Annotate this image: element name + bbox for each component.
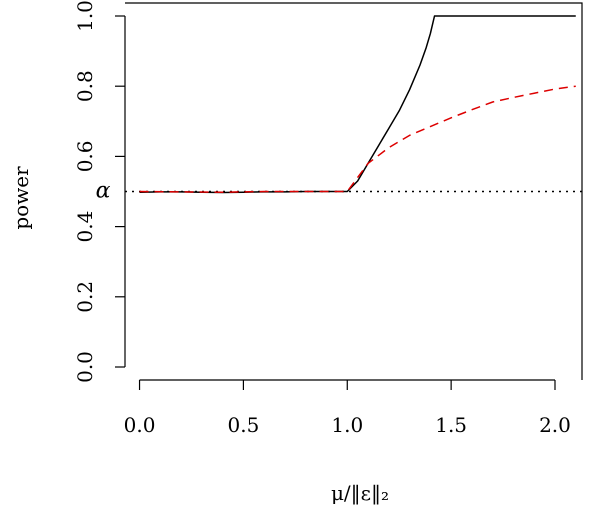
y-tick-label: 0.6	[73, 140, 97, 172]
y-tick-label: 0.2	[73, 281, 97, 313]
plot-frame	[125, 2, 583, 380]
series-line-dashed-red	[139, 85, 576, 193]
plot-border	[125, 2, 583, 380]
y-tick-label: 0.4	[73, 211, 97, 243]
y-tick-label: 1.0	[73, 0, 97, 32]
y-tick-label: 0.0	[73, 351, 97, 383]
x-tick-label: 0.0	[124, 413, 156, 437]
y-tick-label: 0.8	[73, 70, 97, 102]
alpha-label: α	[96, 179, 111, 204]
x-tick-label: 1.5	[435, 413, 467, 437]
series-line-solid-black	[139, 15, 576, 194]
x-tick-label: 2.0	[539, 413, 571, 437]
series-group	[139, 15, 576, 194]
reference-line-group: α	[96, 179, 582, 204]
y-axis: 0.0 0.2 0.4 0.6 0.8 1.0	[73, 0, 126, 383]
x-tick-label: 0.5	[227, 413, 259, 437]
x-axis-title: μ/‖ε‖₂	[331, 481, 389, 506]
y-axis-title: power	[9, 166, 33, 230]
x-axis: 0.0 0.5 1.0 1.5 2.0	[124, 379, 571, 437]
x-tick-label: 1.0	[331, 413, 363, 437]
